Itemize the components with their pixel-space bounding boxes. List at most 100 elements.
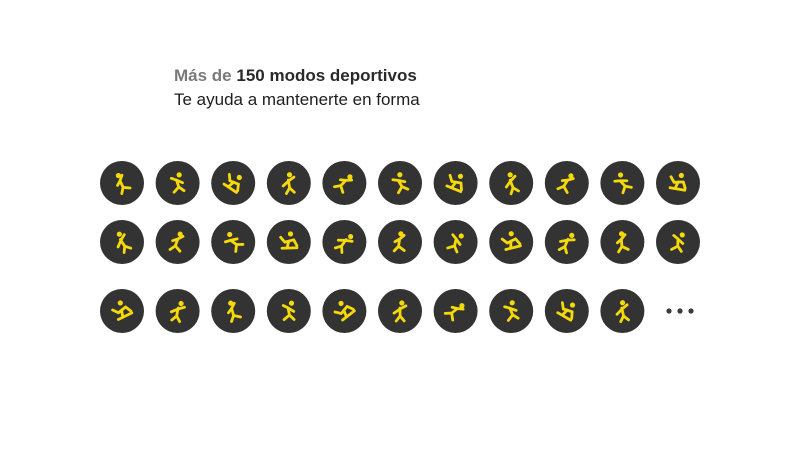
sport-icon (378, 161, 422, 205)
figure-body (281, 175, 296, 195)
figure-body (613, 179, 633, 195)
icon-figure (281, 172, 296, 195)
more-dots (666, 308, 694, 314)
figure-head (115, 172, 121, 179)
header: Más de 150 modos deportivos Te ayuda a m… (174, 64, 420, 112)
sport-icon (600, 220, 645, 264)
figure-head (287, 231, 294, 237)
icon-figure (443, 303, 465, 322)
sport-icon (433, 289, 478, 333)
sport-icon (155, 289, 200, 333)
figure-head (509, 300, 515, 306)
figure-head (508, 231, 514, 237)
figure-head (458, 233, 464, 239)
figure-body (169, 305, 186, 323)
figure-head (228, 300, 234, 306)
figure-body (615, 233, 630, 254)
figure-body (556, 177, 575, 194)
title: Más de 150 modos deportivos (174, 64, 420, 88)
figure-head (177, 231, 183, 237)
figure-head (457, 173, 464, 179)
figure-head (459, 303, 465, 309)
figure-body (281, 304, 296, 322)
sport-icon (378, 220, 422, 264)
figure-head (178, 300, 184, 307)
figure-body (392, 304, 408, 323)
sport-icon (100, 161, 144, 205)
figure-head (286, 172, 293, 178)
figure-head (348, 233, 354, 240)
figure-body (504, 174, 520, 196)
icon-figure (333, 174, 354, 194)
sport-icon (100, 289, 144, 333)
icon-figure (615, 300, 630, 324)
icon-figure (279, 231, 299, 250)
figure-body (227, 301, 242, 323)
icon-figure (556, 173, 575, 194)
figure-body (443, 305, 465, 322)
figure-body (168, 234, 185, 253)
title-prefix: Más de (174, 66, 232, 85)
figure-head (398, 231, 404, 237)
sport-icon (211, 289, 256, 333)
figure-head (399, 300, 405, 306)
icon-figure (668, 172, 687, 192)
sport-icon (266, 220, 311, 264)
figure-head (338, 300, 344, 307)
icon-figure (281, 300, 296, 322)
icon-figure (503, 300, 520, 322)
title-emphasis: 150 modos deportivos (236, 66, 417, 85)
sport-icon (656, 220, 700, 264)
icon-figure (500, 231, 522, 251)
sport-icon (433, 161, 478, 205)
figure-head (116, 231, 122, 237)
icon-figure (223, 231, 245, 253)
icon-figure (445, 173, 464, 193)
figure-body (392, 233, 406, 253)
sport-icon (155, 161, 200, 205)
figure-body (391, 178, 410, 195)
figure-body (333, 238, 354, 254)
icon-figure (222, 172, 242, 194)
figure-head (569, 232, 575, 239)
figure-body (668, 175, 687, 192)
figure-head (176, 172, 182, 178)
sport-icon (322, 161, 367, 205)
sport-icon (322, 220, 367, 264)
figure-body (169, 176, 186, 194)
figure-head (679, 232, 685, 238)
figure-body (111, 305, 134, 321)
figure-head (227, 231, 233, 238)
icon-figure (613, 172, 633, 195)
icon-figure (504, 172, 520, 196)
icon-figure (227, 300, 242, 323)
subtitle: Te ayuda a mantenerte en forma (174, 90, 420, 109)
sport-icon (155, 220, 200, 264)
sport-icon (489, 220, 534, 264)
sport-icon (211, 161, 256, 205)
icon-figure (333, 300, 356, 322)
figure-body (670, 234, 685, 253)
figure-head (347, 174, 353, 180)
figure-body (333, 178, 354, 194)
figure-head (288, 300, 295, 306)
icon-figure (670, 232, 685, 253)
icon-figure (446, 233, 464, 254)
sport-icon (433, 220, 478, 264)
sport-icon (544, 161, 589, 205)
icon-figure (557, 232, 576, 255)
figure-body (500, 237, 522, 251)
figure-head (678, 172, 684, 179)
icon-figure (115, 172, 132, 196)
icon-figure (556, 301, 576, 322)
icon-figure (168, 231, 185, 253)
figure-head (507, 172, 513, 178)
dot (688, 308, 694, 314)
figure-body (615, 303, 630, 324)
figure-body (503, 305, 520, 322)
sport-icon (100, 220, 144, 264)
sport-icon (656, 161, 700, 205)
figure-body (557, 237, 576, 255)
sport-icon (378, 289, 422, 333)
